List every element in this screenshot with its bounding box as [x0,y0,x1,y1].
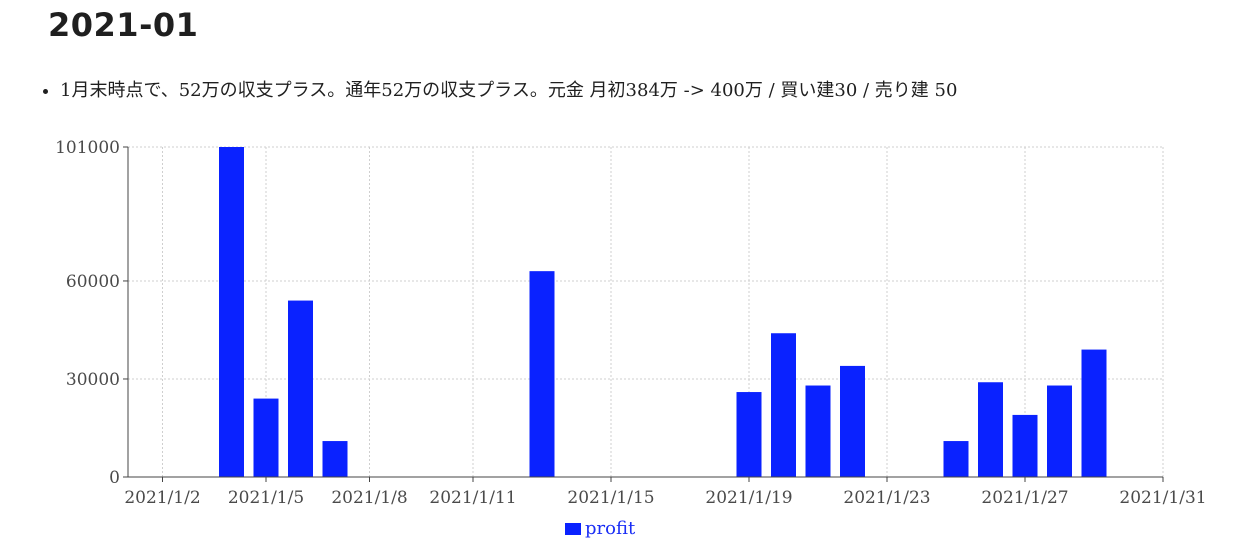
legend-label-profit: profit [585,518,636,539]
bar-2021-01-21 [805,385,831,477]
bar-2021-01-20 [771,333,796,477]
y-tick-label: 60000 [66,272,120,292]
x-tick-label: 2021/1/27 [981,488,1068,508]
chart-bars [219,147,1107,477]
notes-list: 1月末時点で、52万の収支プラス。通年52万の収支プラス。元金 月初384万 -… [38,76,957,102]
chart-axes [123,146,1164,482]
y-tick-labels: 0 30000 60000 101000 [55,138,120,488]
note-item: 1月末時点で、52万の収支プラス。通年52万の収支プラス。元金 月初384万 -… [60,76,957,102]
bar-2021-01-22 [840,365,865,477]
x-tick-label: 2021/1/23 [843,488,930,508]
x-tick-label: 2021/1/11 [429,488,516,508]
bar-2021-01-05 [253,398,279,477]
bar-2021-01-26 [978,382,1003,477]
bar-2021-01-29 [1081,349,1107,477]
page-title: 2021-01 [48,6,199,44]
chart-grid [128,146,1164,477]
bar-2021-01-13 [529,271,555,477]
x-tick-label: 2021/1/8 [331,488,407,508]
bar-2021-01-28 [1047,385,1072,477]
x-tick-label: 2021/1/15 [567,488,654,508]
y-tick-label: 30000 [66,370,120,390]
bar-2021-01-27 [1012,414,1038,477]
bar-2021-01-06 [288,300,313,477]
chart-legend: profit [565,518,635,539]
y-tick-label: 101000 [55,138,120,158]
profit-bar-chart: 2021/1/2 2021/1/5 2021/1/8 2021/1/11 2021/1/… [55,138,1206,508]
x-tick-label: 2021/1/31 [1119,488,1206,508]
legend-swatch-profit [565,522,581,535]
x-tick-label: 2021/1/5 [228,488,304,508]
bar-2021-01-19 [736,392,762,477]
bar-2021-01-04 [219,147,244,477]
x-tick-label: 2021/1/19 [705,488,792,508]
x-tick-label: 2021/1/2 [124,488,200,508]
bar-2021-01-25 [943,441,969,477]
bar-2021-01-07 [322,441,348,477]
x-tick-labels: 2021/1/2 2021/1/5 2021/1/8 2021/1/11 2021/1/… [124,488,1206,508]
y-tick-label: 0 [109,468,120,488]
